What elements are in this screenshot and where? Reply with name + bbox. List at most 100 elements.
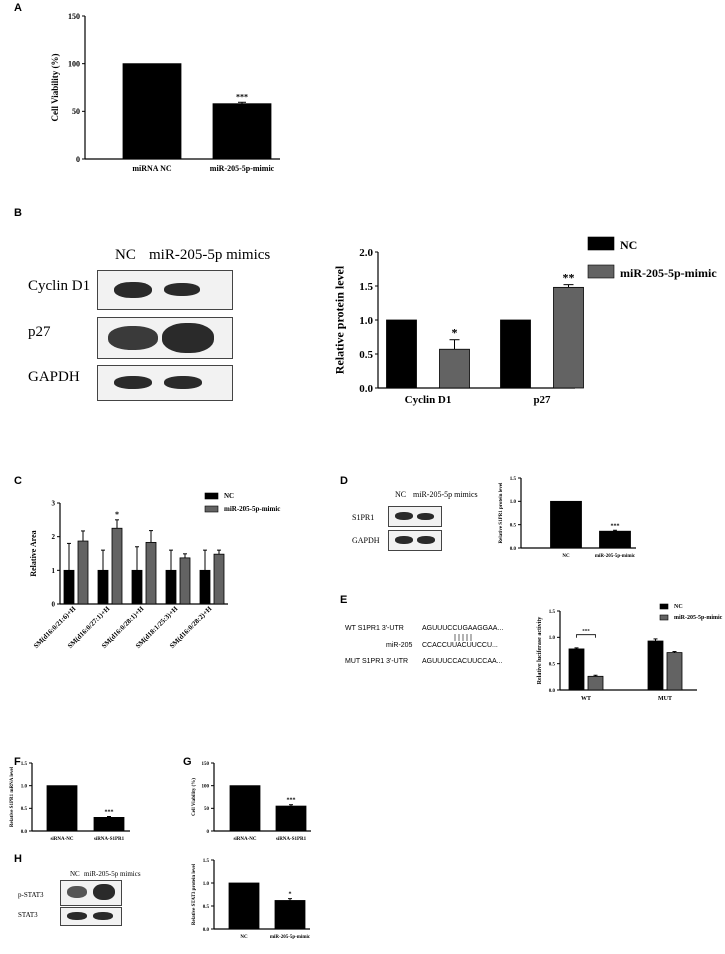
y-tick-label: 0.0 <box>510 547 517 552</box>
y-axis-label: Relative S1PR1 mRNA level <box>10 766 15 827</box>
y-axis-label: Cell Viability (%) <box>50 53 60 121</box>
blot-strip <box>388 530 442 551</box>
blot-band <box>162 323 214 353</box>
y-tick-label: 0.5 <box>21 807 28 812</box>
x-tick-label: NC <box>240 935 248 940</box>
x-tick-label: NC <box>562 554 570 559</box>
blot-band <box>108 326 158 350</box>
x-tick-label: siRNA-S1PR1 <box>94 837 125 842</box>
blot-band <box>93 884 115 900</box>
blot-row-label: S1PR1 <box>352 513 375 522</box>
western-blot-b: NC miR-205-5p mimics Cyclin D1 p27 GAPDH <box>28 243 308 413</box>
significance-label: *** <box>236 92 248 101</box>
panel-label-c: C <box>14 475 22 487</box>
western-blot-d: NC miR-205-5p mimics S1PR1 GAPDH <box>350 490 500 560</box>
legend-swatch <box>204 505 219 513</box>
blot-strip <box>60 907 122 926</box>
x-tick-label: siRNA-NC <box>50 837 73 842</box>
y-axis-label: Relative luciferase activity <box>537 617 543 685</box>
y-tick-label: 0 <box>76 155 80 164</box>
y-tick-label: 0.0 <box>203 928 210 933</box>
significance-label: *** <box>105 809 114 815</box>
bar <box>229 785 261 832</box>
blot-row-label: p27 <box>28 324 51 340</box>
bar <box>553 286 584 389</box>
sequence-name: MUT S1PR1 3'-UTR <box>345 658 409 665</box>
legend-swatch <box>587 264 615 279</box>
legend-label: miR-205-5p-mimic <box>224 505 280 513</box>
blot-band <box>114 376 152 389</box>
blot-lane-label: miR-205-5p mimics <box>413 490 478 499</box>
y-tick-label: 1.5 <box>359 281 373 293</box>
legend-label: NC <box>224 492 234 500</box>
x-tick-label: miR-205-5p-mimic <box>595 554 636 559</box>
y-axis-label: Relative S1PR1 protein level <box>499 482 504 543</box>
western-blot-h: NC miR-205-5p mimics p-STAT3 STAT3 <box>18 870 168 930</box>
bar <box>386 319 417 389</box>
legend-label: miR-205-5p-mimic <box>620 266 717 280</box>
significance-label: ** <box>563 271 575 285</box>
y-tick-label: 150 <box>202 762 210 767</box>
blot-band <box>67 912 87 920</box>
bar <box>275 805 307 832</box>
y-tick-label: 50 <box>204 807 210 812</box>
legend-label: miR-205-5p-mimic <box>674 615 723 621</box>
blot-lane-label: miR-205-5p mimics <box>84 870 141 878</box>
blot-strip <box>388 506 442 527</box>
y-tick-label: 1.0 <box>21 784 28 789</box>
y-tick-label: 100 <box>68 59 80 68</box>
x-tick-label: siRNA-NC <box>233 837 256 842</box>
legend-swatch <box>659 603 669 610</box>
y-axis-label: Cell Viability (%) <box>192 778 197 816</box>
y-tick-label: 1.0 <box>510 500 517 505</box>
x-tick-label: miR-205-5p-mimic <box>210 164 275 173</box>
x-tick-label: p27 <box>533 394 551 406</box>
y-tick-label: 0.5 <box>510 523 517 528</box>
y-tick-label: 50 <box>72 107 80 116</box>
sequence-alignment: WT S1PR1 3'-UTR AGUUUCCUGAAGGAA... miR-2… <box>345 620 525 680</box>
sequence-name: miR-205 <box>386 642 413 649</box>
blot-strip <box>60 880 122 906</box>
y-tick-label: 1.5 <box>203 859 210 864</box>
bar <box>122 63 182 160</box>
y-axis-label: Relative Area <box>29 530 38 576</box>
significance-label: *** <box>582 630 590 635</box>
legend-label: NC <box>674 604 683 610</box>
significance-label: *** <box>611 523 620 529</box>
blot-band <box>67 886 87 898</box>
blot-strip <box>97 317 233 359</box>
y-tick-label: 1.5 <box>549 610 556 615</box>
significance-label: * <box>452 326 458 340</box>
blot-row-label: GAPDH <box>28 369 80 385</box>
panel-label-a: A <box>14 2 22 14</box>
blot-row-label: Cyclin D1 <box>28 278 91 294</box>
legend-swatch <box>659 614 669 621</box>
blot-strip <box>97 270 233 310</box>
x-tick-label: Cyclin D1 <box>405 394 452 406</box>
y-tick-label: 0.0 <box>549 689 556 694</box>
bar <box>228 882 260 930</box>
y-tick-label: 3 <box>52 499 56 507</box>
y-axis-label: Relative protein level <box>332 265 346 374</box>
x-tick-label: siRNA-S1PR1 <box>276 837 307 842</box>
blot-lane-label: NC <box>395 490 407 499</box>
bar <box>500 319 531 389</box>
bar <box>274 900 306 930</box>
y-tick-label: 1.0 <box>359 315 373 327</box>
bar <box>212 103 272 160</box>
significance-label: *** <box>287 798 296 804</box>
panel-label-h: H <box>14 853 22 865</box>
panel-label-d: D <box>340 475 348 487</box>
y-tick-label: 0.0 <box>359 383 373 395</box>
blot-lane-label: miR-205-5p mimics <box>149 247 271 263</box>
y-axis-label: Relative STAT3 protein level <box>192 863 197 925</box>
y-tick-label: 1.5 <box>510 477 517 482</box>
blot-row-label: GAPDH <box>352 536 380 545</box>
y-tick-label: 1.5 <box>21 762 28 767</box>
sequence-text: CCACCUUACUUCCU... <box>422 642 498 649</box>
significance-bracket <box>576 634 596 638</box>
y-tick-label: 0 <box>207 830 210 835</box>
